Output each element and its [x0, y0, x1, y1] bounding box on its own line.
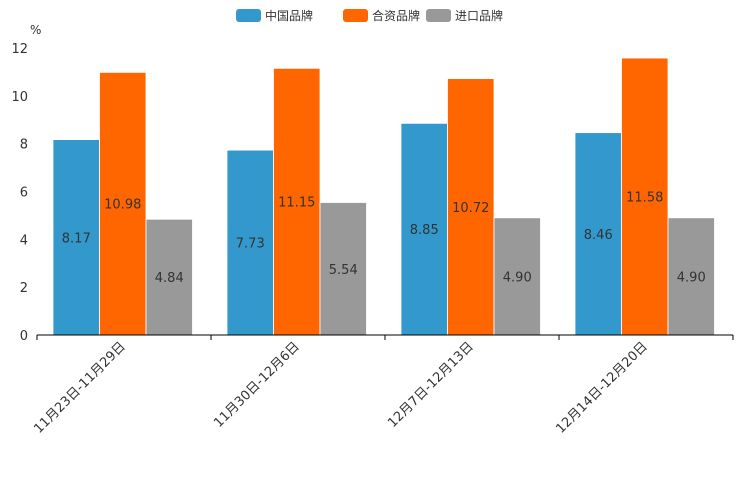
bar [574, 132, 622, 336]
legend-item-3[interactable]: 进口品牌 [426, 9, 503, 23]
bar-data-label: 8.85 [410, 223, 439, 238]
legend-swatch [426, 9, 451, 22]
legend-swatch [236, 9, 261, 22]
y-tick-label: 2 [20, 281, 28, 296]
bar-data-label: 4.84 [155, 271, 184, 286]
bar [52, 139, 100, 336]
bar-data-label: 8.17 [62, 231, 91, 246]
bar-group-3: 8.85 10.72 4.90 [400, 78, 541, 336]
x-tick-label: 12月14日-12月20日 [553, 339, 650, 436]
legend-label: 中国品牌 [265, 8, 313, 23]
x-tick-label: 12月7日-12月13日 [385, 339, 477, 431]
bar-data-label: 5.54 [329, 263, 358, 278]
y-tick-label: 12 [11, 42, 28, 57]
bar-group-4: 8.46 11.58 4.90 [574, 57, 715, 336]
bar-data-label: 8.46 [584, 228, 613, 243]
bar [145, 218, 193, 336]
legend-item-2[interactable]: 合资品牌 [343, 8, 420, 23]
bar-data-label: 11.58 [626, 191, 663, 206]
legend: 中国品牌 合资品牌 进口品牌 [236, 8, 503, 23]
bar [273, 67, 321, 336]
bar-data-label: 4.90 [503, 270, 532, 285]
y-axis: 0 2 4 6 8 10 12 [11, 42, 28, 344]
bar [99, 71, 147, 336]
legend-swatch [343, 9, 368, 22]
legend-label: 进口品牌 [455, 9, 503, 23]
bar [319, 202, 367, 336]
bar-data-label: 4.90 [677, 270, 706, 285]
bar-data-label: 10.98 [104, 198, 141, 213]
y-tick-label: 4 [20, 233, 28, 248]
bar-group-2: 7.73 11.15 5.54 [226, 67, 367, 336]
legend-label: 合资品牌 [372, 8, 420, 23]
bar-data-label: 11.15 [278, 196, 315, 211]
y-tick-label: 8 [20, 138, 28, 153]
x-tick-label: 11月23日-11月29日 [31, 339, 128, 436]
bar [667, 217, 715, 336]
y-tick-label: 6 [20, 186, 28, 201]
y-axis-unit-label: % [30, 23, 41, 37]
y-tick-label: 10 [11, 90, 28, 105]
x-tick-label: 11月30日-12月6日 [211, 339, 303, 431]
bar [226, 149, 274, 336]
bars: 8.1710.984.847.7311.155.548.8510.724.908… [52, 57, 715, 336]
bar [621, 57, 669, 336]
legend-item-1[interactable]: 中国品牌 [236, 8, 313, 23]
y-tick-label: 0 [20, 329, 28, 344]
bar [447, 78, 495, 336]
x-axis: 11月23日-11月29日 11月30日-12月6日 12月7日-12月13日 12月… [31, 334, 734, 437]
bar-group-1: 8.17 10.98 4.84 [52, 71, 193, 336]
bar-data-label: 10.72 [452, 201, 489, 216]
bar-data-label: 7.73 [236, 237, 265, 252]
